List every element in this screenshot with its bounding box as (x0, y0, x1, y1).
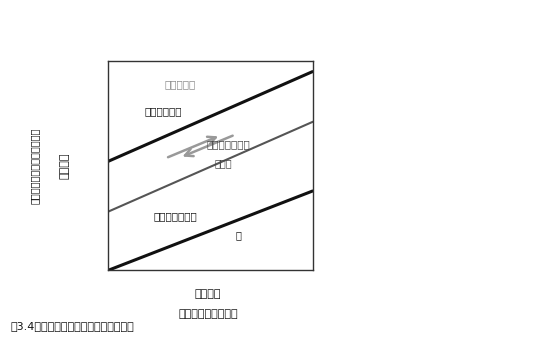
Text: （かき混ぜる速さ）: （かき混ぜる速さ） (178, 309, 238, 319)
Text: チクソトロピー: チクソトロピー (206, 140, 250, 150)
Text: （かきまぜるのに必要な力）: （かきまぜるのに必要な力） (30, 127, 40, 204)
Text: ニュートン流体: ニュートン流体 (153, 211, 197, 221)
Text: 水: 水 (235, 230, 241, 240)
Text: マーガリン: マーガリン (164, 79, 195, 89)
Text: 図3.4　流体のせん断速度と応力の関係: 図3.4 流体のせん断速度と応力の関係 (11, 321, 134, 331)
Text: ビンガム流体: ビンガム流体 (145, 106, 183, 116)
Text: ずり速度: ずり速度 (194, 289, 221, 299)
Text: ずり応力: ずり応力 (60, 152, 70, 179)
Text: グリス: グリス (215, 159, 232, 169)
